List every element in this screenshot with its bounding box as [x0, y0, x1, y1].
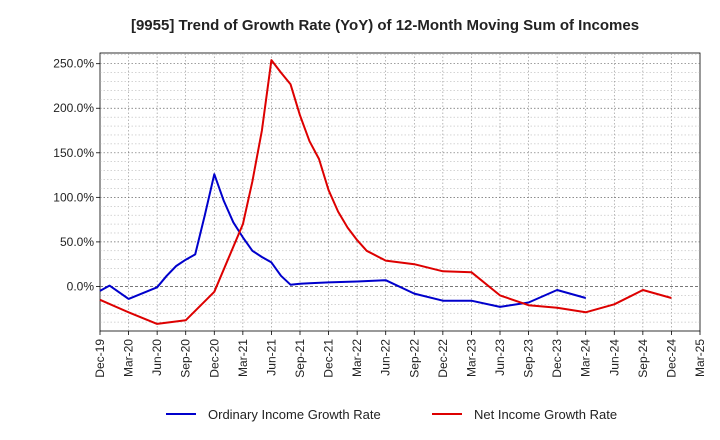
x-tick-label: Sep-24	[636, 339, 650, 378]
x-tick-label: Jun-23	[493, 339, 507, 376]
series-line-1	[99, 173, 586, 308]
x-tick-label: Jun-24	[607, 339, 621, 376]
y-axis: 0.0% 50.0% 100.0% 150.0% 200.0% 250.0%	[53, 57, 100, 293]
x-axis: Dec-19 Mar-20 Jun-20 Sep-20 Dec-20 Mar-21 Jun-…	[93, 331, 707, 378]
x-tick-label: Sep-21	[293, 339, 307, 378]
y-tick-label: 250.0%	[53, 57, 94, 71]
legend-label-2: Net Income Growth Rate	[474, 407, 617, 422]
x-tick-label: Dec-20	[207, 339, 221, 378]
x-tick-label: Jun-20	[150, 339, 164, 376]
y-tick-label: 200.0%	[53, 101, 94, 115]
x-tick-label: Mar-22	[350, 339, 364, 377]
x-tick-label: Sep-20	[179, 339, 193, 378]
chart-title: [9955] Trend of Growth Rate (YoY) of 12-…	[131, 17, 639, 34]
plot-area	[99, 52, 701, 332]
x-tick-label: Mar-21	[236, 339, 250, 377]
x-tick-label: Mar-20	[122, 339, 136, 377]
legend: Ordinary Income Growth Rate Net Income Gr…	[166, 407, 617, 422]
x-tick-label: Dec-24	[664, 339, 678, 378]
y-tick-label: 100.0%	[53, 190, 94, 204]
x-tick-label: Mar-25	[693, 339, 707, 377]
series-line-2	[99, 59, 672, 325]
y-tick-label: 50.0%	[60, 235, 94, 249]
x-tick-label: Jun-22	[379, 339, 393, 376]
series-group	[99, 59, 672, 325]
y-tick-label: 150.0%	[53, 146, 94, 160]
x-tick-label: Dec-19	[93, 339, 107, 378]
x-tick-label: Sep-23	[522, 339, 536, 378]
x-tick-label: Mar-24	[579, 339, 593, 377]
y-tick-label: 0.0%	[67, 279, 95, 293]
x-tick-label: Jun-21	[264, 339, 278, 376]
x-tick-label: Dec-21	[322, 339, 336, 378]
x-tick-label: Dec-23	[550, 339, 564, 378]
x-tick-label: Dec-22	[436, 339, 450, 378]
legend-label-1: Ordinary Income Growth Rate	[208, 407, 381, 422]
x-tick-label: Sep-22	[407, 339, 421, 378]
x-tick-label: Mar-23	[464, 339, 478, 377]
